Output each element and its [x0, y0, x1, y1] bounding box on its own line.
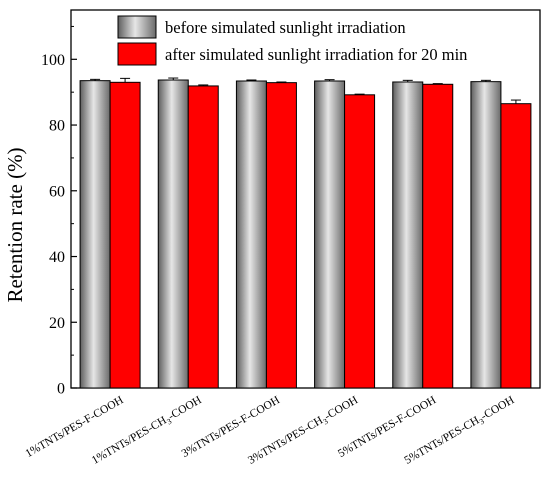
plot-frame — [70, 9, 541, 389]
error-bars — [90, 77, 521, 104]
bar-after — [422, 83, 454, 389]
bar-after — [500, 103, 532, 389]
y-axis: 0 20 40 60 80 100 — [41, 25, 77, 398]
legend: before simulated sunlight irradiation aft… — [117, 15, 467, 66]
bar-before — [79, 80, 111, 389]
y-axis-title: Retention rate (%) — [3, 147, 27, 302]
y-tick-label: 0 — [57, 381, 65, 398]
bar-after — [187, 85, 219, 389]
legend-label-after: after simulated sunlight irradiation for… — [165, 45, 467, 64]
y-tick-label: 100 — [41, 52, 65, 69]
x-axis: 1%TNTs/PES-F-COOH1%TNTs/PES-CH3-COOH3%TN… — [23, 394, 516, 467]
legend-swatch-before — [117, 15, 157, 39]
bar-after — [265, 82, 297, 389]
y-tick-label: 40 — [49, 249, 65, 266]
bar-before — [470, 81, 502, 389]
bar-before — [314, 80, 346, 389]
bars — [79, 79, 532, 389]
bar-after — [109, 81, 141, 389]
bar-before — [235, 80, 267, 389]
y-tick-label: 20 — [49, 315, 65, 332]
legend-label-before: before simulated sunlight irradiation — [165, 18, 406, 37]
plot-border — [70, 9, 541, 389]
bar-before — [157, 79, 189, 389]
y-tick-label: 60 — [49, 183, 65, 200]
y-tick-label: 80 — [49, 118, 65, 135]
bar-after — [344, 94, 376, 389]
bar-before — [392, 81, 424, 389]
legend-swatch-after — [117, 42, 157, 66]
